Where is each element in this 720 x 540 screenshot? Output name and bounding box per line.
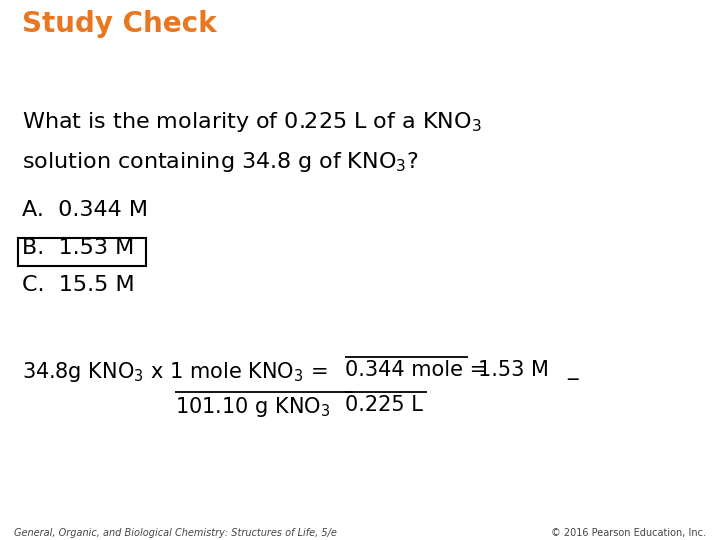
- Text: © 2016 Pearson Education, Inc.: © 2016 Pearson Education, Inc.: [551, 528, 706, 538]
- Text: 101.10 g KNO$_3$: 101.10 g KNO$_3$: [175, 395, 330, 419]
- Text: C.  15.5 M: C. 15.5 M: [22, 275, 135, 295]
- Text: solution containing 34.8 g of KNO$_3$?: solution containing 34.8 g of KNO$_3$?: [22, 150, 418, 174]
- Text: A.  0.344 M: A. 0.344 M: [22, 200, 148, 220]
- Text: 1.53 M: 1.53 M: [478, 360, 549, 380]
- Text: _: _: [567, 360, 577, 380]
- Text: Study Check: Study Check: [22, 10, 217, 38]
- Text: General, Organic, and Biological Chemistry: Structures of Life, 5/e
Karen C. Tim: General, Organic, and Biological Chemist…: [14, 528, 337, 540]
- Text: 0.225 L: 0.225 L: [345, 395, 423, 415]
- Text: What is the molarity of 0.225 L of a KNO$_3$: What is the molarity of 0.225 L of a KNO…: [22, 110, 482, 134]
- Text: B.  1.53 M: B. 1.53 M: [22, 238, 134, 258]
- Text: 0.344 mole =: 0.344 mole =: [345, 360, 487, 380]
- Bar: [18, 238, 146, 266]
- Text: 34.8g KNO$_3$ x 1 mole KNO$_3$ =: 34.8g KNO$_3$ x 1 mole KNO$_3$ =: [22, 360, 328, 384]
